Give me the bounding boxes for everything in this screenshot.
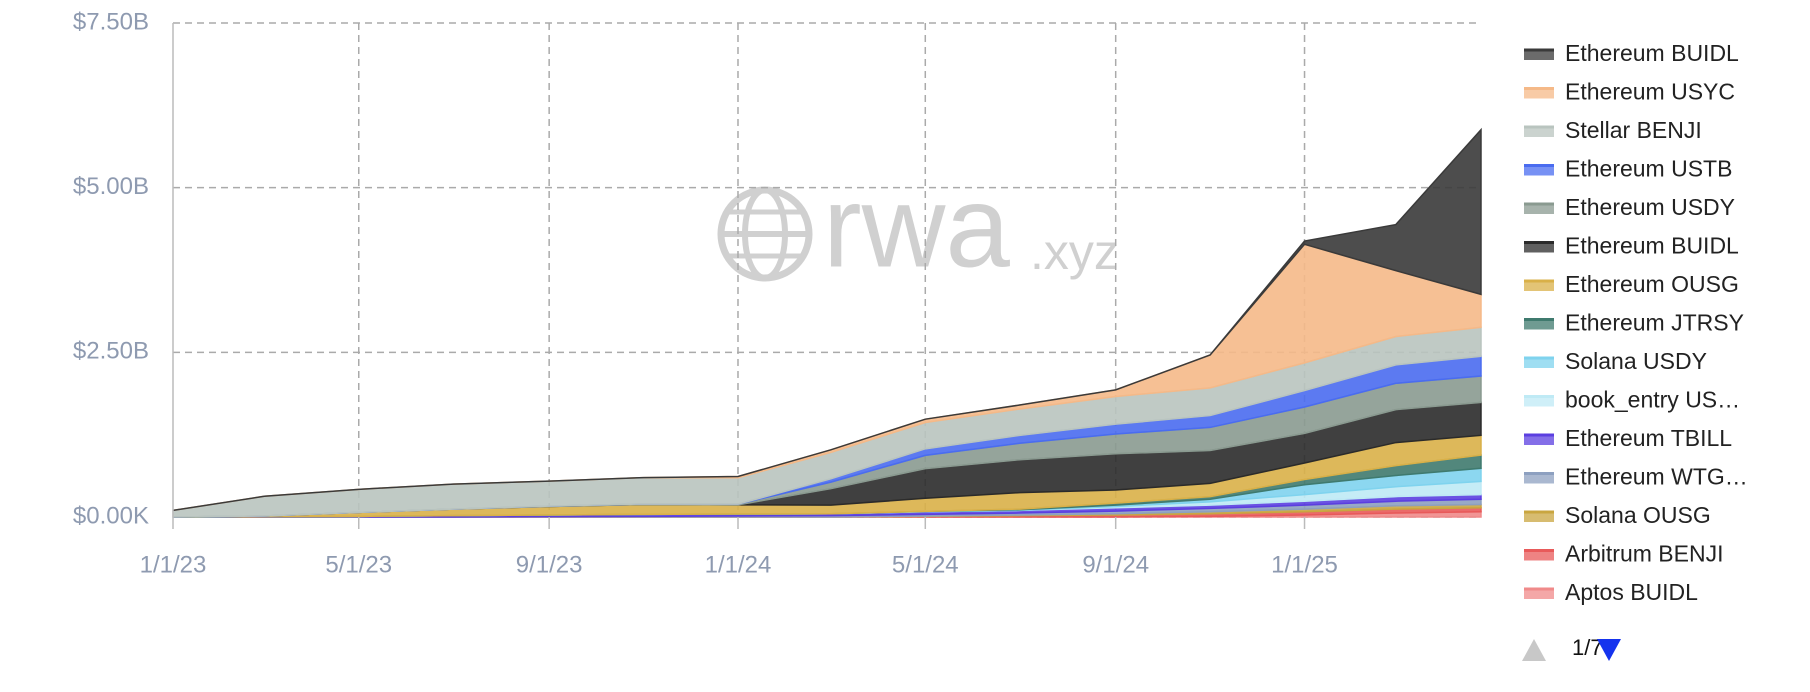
legend-swatch xyxy=(1524,204,1554,214)
legend-label[interactable]: Ethereum WTG… xyxy=(1565,464,1748,490)
y-tick-label: $5.00B xyxy=(73,173,149,200)
legend-label[interactable]: Ethereum BUIDL xyxy=(1565,40,1739,66)
x-tick-label: 9/1/24 xyxy=(1082,551,1149,578)
watermark-text: rwa xyxy=(823,162,1010,292)
legend-next[interactable] xyxy=(1597,639,1621,661)
legend-label[interactable]: Solana OUSG xyxy=(1565,502,1711,528)
watermark: rwa .xyz xyxy=(717,162,1119,292)
y-tick-label: $2.50B xyxy=(73,338,149,365)
legend-swatch xyxy=(1524,435,1554,445)
x-tick-label: 9/1/23 xyxy=(516,551,583,578)
legend-swatch xyxy=(1524,165,1554,176)
legend-label[interactable]: Solana USDY xyxy=(1565,348,1707,374)
legend-label[interactable]: Ethereum BUIDL xyxy=(1565,233,1739,259)
y-tick-label: $7.50B xyxy=(73,8,149,35)
legend-swatch xyxy=(1524,550,1554,561)
legend-swatch xyxy=(1524,396,1554,407)
legend-label[interactable]: Ethereum USTB xyxy=(1565,156,1732,182)
legend-swatch xyxy=(1524,512,1554,522)
legend-swatch xyxy=(1524,281,1554,291)
legend-swatch xyxy=(1524,127,1554,137)
x-tick-label: 1/1/24 xyxy=(705,551,772,578)
legend-label[interactable]: Stellar BENJI xyxy=(1565,117,1702,143)
legend-prev[interactable] xyxy=(1522,639,1546,661)
legend-label[interactable]: Arbitrum BENJI xyxy=(1565,541,1723,567)
legend: Ethereum BUIDL Ethereum USYC Stellar BENJI… xyxy=(1524,40,1748,605)
x-tick-label: 1/1/25 xyxy=(1271,551,1338,578)
x-tick-label: 1/1/23 xyxy=(140,551,207,578)
legend-label[interactable]: Ethereum JTRSY xyxy=(1565,310,1744,336)
legend-swatch xyxy=(1524,242,1554,253)
legend-swatch xyxy=(1524,319,1554,330)
legend-swatch xyxy=(1524,50,1554,60)
plot-front: $0.00K $2.50B $5.00B $7.50B 1/1/23 5/1/23 9/1/… xyxy=(73,8,1338,578)
legend-label[interactable]: Ethereum OUSG xyxy=(1565,271,1739,297)
legend-page: 1/7 xyxy=(1572,635,1603,660)
plot-areas xyxy=(172,127,1482,518)
legend-label[interactable]: Aptos BUIDL xyxy=(1565,579,1698,605)
x-tick-label: 5/1/23 xyxy=(325,551,392,578)
legend-label[interactable]: book_entry US… xyxy=(1565,387,1740,413)
watermark-suffix: .xyz xyxy=(1030,224,1119,280)
legend-swatch xyxy=(1524,88,1554,99)
legend-label[interactable]: Ethereum TBILL xyxy=(1565,425,1732,451)
legend-label[interactable]: Ethereum USYC xyxy=(1565,79,1735,105)
y-tick-label: $0.00K xyxy=(73,502,149,529)
legend-swatch xyxy=(1524,589,1554,599)
legend-swatch xyxy=(1524,358,1554,368)
area xyxy=(172,127,1482,512)
x-tick-label: 5/1/24 xyxy=(892,551,959,578)
legend-label[interactable]: Ethereum USDY xyxy=(1565,194,1735,220)
legend-swatch xyxy=(1524,473,1554,484)
